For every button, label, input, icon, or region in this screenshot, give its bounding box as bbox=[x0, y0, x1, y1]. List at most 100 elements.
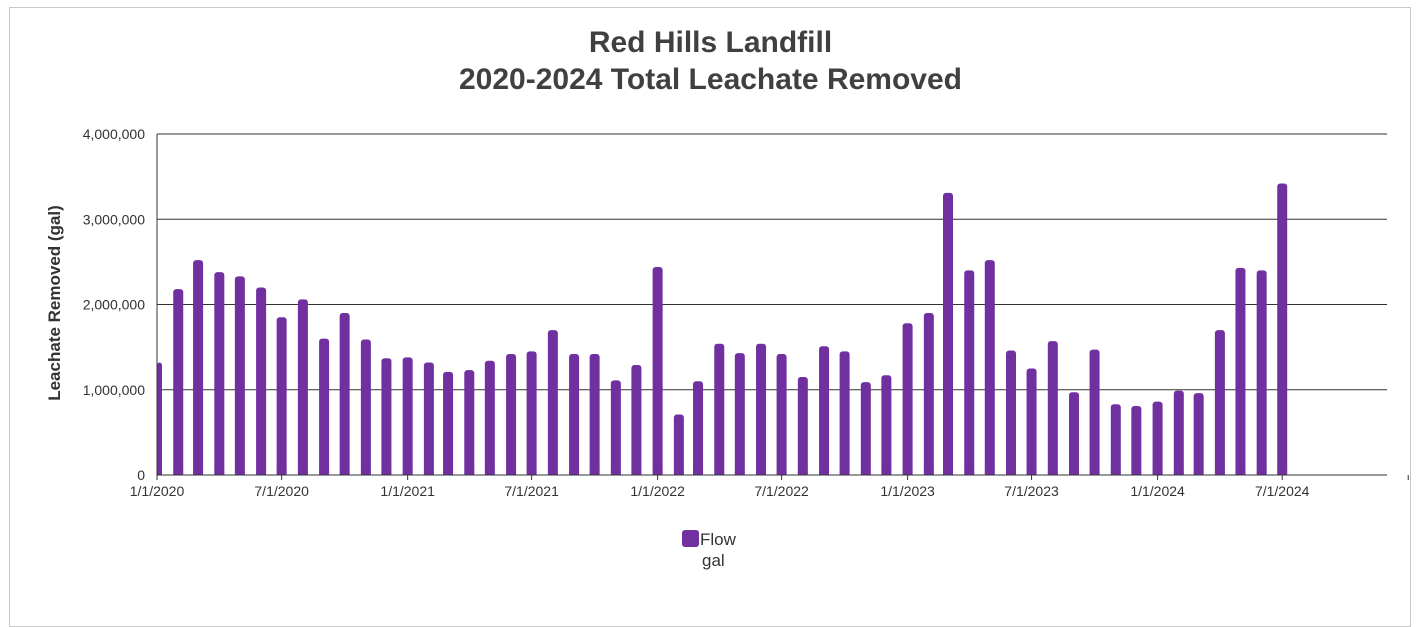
chart-title: Red Hills Landfill bbox=[588, 26, 833, 59]
y-axis-label: Leachate Removed (gal) bbox=[45, 205, 64, 401]
bar-base bbox=[276, 471, 287, 475]
x-tick-label: 7/1/2024 bbox=[1255, 483, 1310, 499]
y-tick-label: 4,000,000 bbox=[83, 126, 145, 142]
bar bbox=[339, 313, 350, 475]
bar-base bbox=[506, 471, 517, 475]
bar-base bbox=[157, 471, 162, 475]
bar-base bbox=[1089, 471, 1100, 475]
bar bbox=[547, 330, 558, 475]
x-tick-label: 7/1/2020 bbox=[254, 483, 309, 499]
legend-series-name: Flow bbox=[700, 530, 736, 549]
bar-base bbox=[693, 471, 704, 475]
gridlines bbox=[157, 133, 1387, 391]
legend-series-unit: gal bbox=[702, 551, 725, 570]
bar-base bbox=[1173, 471, 1184, 475]
x-tick-label: 1/1/2020 bbox=[130, 483, 185, 499]
bar-base bbox=[1047, 471, 1058, 475]
bar-base bbox=[984, 471, 995, 475]
bar bbox=[1256, 270, 1267, 475]
bar bbox=[1089, 349, 1100, 475]
bar bbox=[1069, 392, 1080, 475]
bar-base bbox=[1214, 471, 1225, 475]
bar bbox=[902, 323, 913, 475]
bar bbox=[1277, 183, 1288, 475]
bar-base bbox=[297, 471, 308, 475]
bar-base bbox=[464, 471, 475, 475]
y-tick-label: 2,000,000 bbox=[83, 297, 145, 313]
bar bbox=[464, 370, 475, 475]
bar-base bbox=[339, 471, 350, 475]
bar-chart: 0 1,000,000 2,000,000 3,000,000 4,000,000 1/… bbox=[45, 126, 1409, 499]
bar-base bbox=[547, 471, 558, 475]
bar-base bbox=[964, 471, 975, 475]
bar bbox=[1026, 368, 1037, 475]
bars bbox=[157, 183, 1288, 475]
bar-base bbox=[173, 471, 184, 475]
bar bbox=[631, 365, 642, 475]
x-tick-label: 1/1/2022 bbox=[630, 483, 685, 499]
bar bbox=[381, 358, 392, 475]
bar-base bbox=[443, 471, 454, 475]
legend: Flow gal bbox=[682, 529, 762, 571]
bar-base bbox=[881, 471, 892, 475]
bar-base bbox=[1110, 471, 1121, 475]
bar bbox=[569, 353, 580, 475]
bar bbox=[276, 317, 287, 475]
bar bbox=[234, 276, 245, 475]
bar bbox=[693, 381, 704, 475]
y-tick-labels: 0 1,000,000 2,000,000 3,000,000 4,000,000 bbox=[83, 126, 146, 483]
x-tick-label: 1/1/2024 bbox=[1130, 483, 1185, 499]
bar-base bbox=[484, 471, 495, 475]
bar-base bbox=[1193, 471, 1204, 475]
bar bbox=[256, 287, 267, 475]
bar bbox=[881, 375, 892, 475]
bar-base bbox=[1069, 471, 1080, 475]
x-tick-label: 1/1/2021 bbox=[380, 483, 435, 499]
bar bbox=[589, 353, 600, 475]
bar bbox=[1193, 393, 1204, 475]
bar bbox=[860, 382, 871, 475]
bar-base bbox=[526, 471, 537, 475]
x-tick-label: 1/1/2023 bbox=[880, 483, 935, 499]
bar-base bbox=[714, 471, 725, 475]
bar bbox=[173, 289, 184, 475]
x-tick-label: 7/1/2021 bbox=[504, 483, 559, 499]
bar-base bbox=[360, 471, 371, 475]
bar-base bbox=[860, 471, 871, 475]
bar bbox=[193, 260, 204, 475]
bar bbox=[1214, 330, 1225, 475]
bar bbox=[964, 270, 975, 475]
bar bbox=[610, 380, 621, 475]
bar-base bbox=[734, 471, 745, 475]
bar-base bbox=[797, 471, 808, 475]
bar bbox=[1006, 350, 1017, 475]
bar bbox=[714, 343, 725, 475]
bar bbox=[839, 351, 850, 475]
bar bbox=[1173, 390, 1184, 475]
bar bbox=[319, 338, 330, 475]
bar bbox=[526, 351, 537, 475]
bar bbox=[1047, 341, 1058, 475]
y-tick-label: 1,000,000 bbox=[83, 382, 145, 398]
bar-base bbox=[923, 471, 934, 475]
bar bbox=[776, 353, 787, 475]
x-tick-label: 7/1/2023 bbox=[1004, 483, 1059, 499]
bar-base bbox=[673, 471, 684, 475]
bar bbox=[984, 260, 995, 475]
bar bbox=[1110, 404, 1121, 475]
bar bbox=[923, 313, 934, 475]
bar bbox=[756, 343, 767, 475]
bar bbox=[402, 357, 413, 475]
bar bbox=[443, 371, 454, 475]
bar-base bbox=[819, 471, 830, 475]
bar-base bbox=[256, 471, 267, 475]
x-tick-label: 7/1/2022 bbox=[754, 483, 809, 499]
bar-base bbox=[1006, 471, 1017, 475]
bar bbox=[423, 362, 434, 475]
bar-base bbox=[631, 471, 642, 475]
bar-base bbox=[1152, 471, 1163, 475]
bar bbox=[673, 414, 684, 475]
bar bbox=[819, 346, 830, 475]
bar bbox=[297, 299, 308, 475]
bar-base bbox=[943, 471, 954, 475]
